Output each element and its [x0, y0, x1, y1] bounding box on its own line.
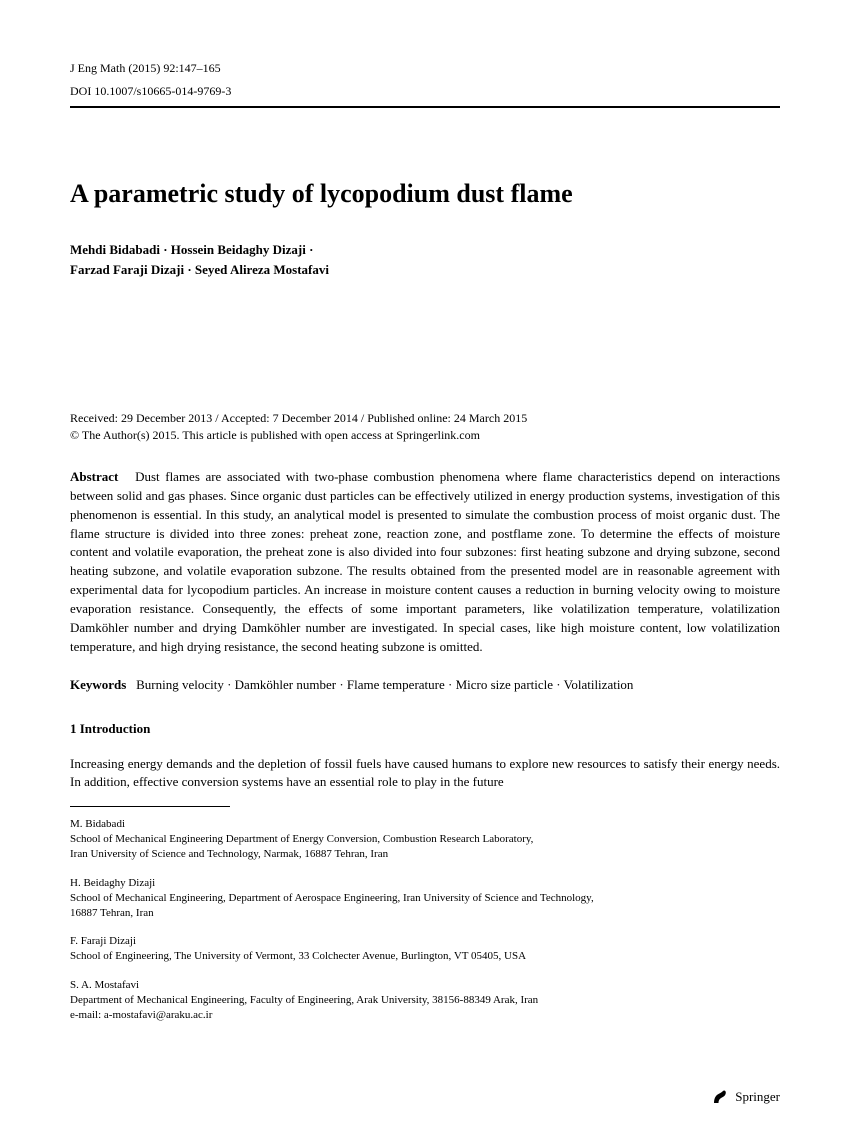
authors-block: Mehdi Bidabadi · Hossein Beidaghy Dizaji…	[70, 240, 780, 280]
abstract-text: Dust flames are associated with two-phas…	[70, 469, 780, 654]
section-1-heading: 1 Introduction	[70, 721, 780, 737]
keywords-line: Keywords Burning velocity · Damköhler nu…	[70, 676, 780, 694]
intro-paragraph: Increasing energy demands and the deplet…	[70, 755, 780, 793]
publisher-name: Springer	[735, 1089, 780, 1105]
keywords-label: Keywords	[70, 677, 126, 692]
doi: DOI 10.1007/s10665-014-9769-3	[70, 83, 780, 100]
publication-dates: Received: 29 December 2013 / Accepted: 7…	[70, 410, 780, 444]
affil-line: Department of Mechanical Engineering, Fa…	[70, 993, 780, 1008]
affil-name: M. Bidabadi	[70, 817, 780, 832]
affil-name: H. Beidaghy Dizaji	[70, 876, 780, 891]
keywords-text: Burning velocity · Damköhler number · Fl…	[136, 677, 633, 692]
affil-line: e-mail: a-mostafavi@araku.ac.ir	[70, 1008, 780, 1023]
publisher-footer: Springer	[711, 1088, 780, 1106]
abstract-paragraph: Abstract Dust flames are associated with…	[70, 468, 780, 656]
journal-citation: J Eng Math (2015) 92:147–165	[70, 60, 780, 77]
affil-line: School of Engineering, The University of…	[70, 949, 780, 964]
abstract-label: Abstract	[70, 469, 118, 484]
affiliation-3: F. Faraji Dizaji School of Engineering, …	[70, 934, 780, 964]
article-title: A parametric study of lycopodium dust fl…	[70, 178, 780, 211]
affiliations-rule	[70, 806, 230, 807]
affil-line: 16887 Tehran, Iran	[70, 906, 780, 921]
authors-line-2: Farzad Faraji Dizaji · Seyed Alireza Mos…	[70, 260, 780, 280]
affiliation-4: S. A. Mostafavi Department of Mechanical…	[70, 978, 780, 1023]
affil-line: School of Mechanical Engineering Departm…	[70, 832, 780, 847]
affil-name: F. Faraji Dizaji	[70, 934, 780, 949]
affil-name: S. A. Mostafavi	[70, 978, 780, 993]
affil-line: Iran University of Science and Technolog…	[70, 847, 780, 862]
affiliation-1: M. Bidabadi School of Mechanical Enginee…	[70, 817, 780, 862]
dates-line: Received: 29 December 2013 / Accepted: 7…	[70, 410, 780, 427]
header-rule	[70, 106, 780, 108]
springer-horse-icon	[711, 1088, 729, 1106]
authors-line-1: Mehdi Bidabadi · Hossein Beidaghy Dizaji…	[70, 240, 780, 260]
copyright-line: © The Author(s) 2015. This article is pu…	[70, 427, 780, 444]
affil-line: School of Mechanical Engineering, Depart…	[70, 891, 780, 906]
affiliation-2: H. Beidaghy Dizaji School of Mechanical …	[70, 876, 780, 921]
